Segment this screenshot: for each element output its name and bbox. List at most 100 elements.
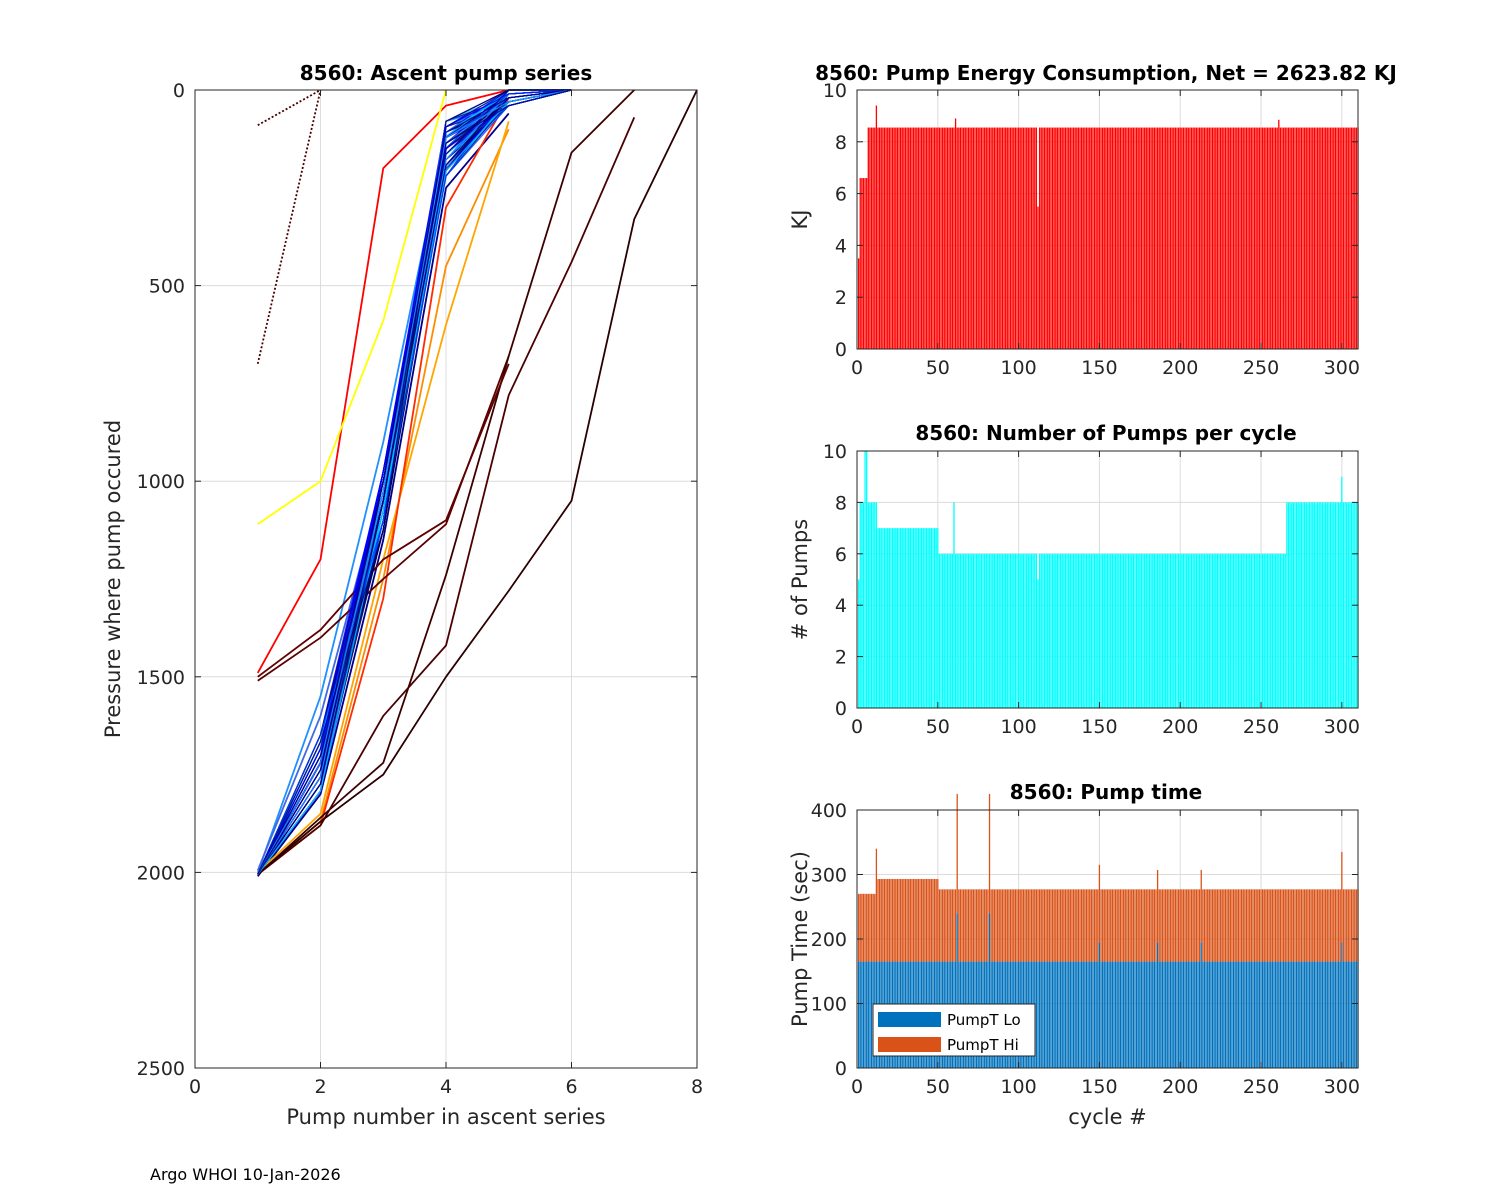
pumps-xtick-label: 250 [1243,716,1279,738]
pumptime-bar-pumpt-lo [1240,961,1243,1068]
pumptime-bar-pumpt-hi [1223,889,1225,962]
pumptime-bar-pumpt-hi [862,893,865,962]
pumptime-bar-pumpt-hi [1050,889,1052,962]
pumptime-bar-pumpt-lo [1313,961,1316,1068]
energy-bar [1236,127,1238,350]
pumps-bar [1329,502,1332,708]
energy-bar [1211,127,1214,350]
pumptime-bar-pumpt-hi [1098,864,1101,943]
pumptime-bar-pumpt-lo [1273,961,1275,1068]
pumps-bar [1326,502,1328,708]
pumps-bar [1313,502,1316,708]
pumptime-bar-pumpt-lo [859,961,861,1068]
energy-bar [984,127,986,350]
pumptime-bar-pumpt-lo [1131,961,1133,1068]
pumptime-bar-pumpt-hi [1013,889,1015,962]
pumptime-bar-pumpt-hi [1253,889,1256,962]
pumptime-bar-pumpt-hi [1108,889,1110,962]
pumptime-bar-pumpt-hi [1069,889,1071,962]
pumps-bar [891,528,894,708]
pumptime-bar-pumpt-lo [1144,961,1146,1068]
pumps-bar [1147,553,1149,708]
pumps-bar [1051,553,1054,708]
pumptime-bar-pumpt-lo [1284,961,1286,1068]
energy-bar [1223,127,1225,350]
pumps-bar [914,528,916,708]
pumptime-bar-pumpt-hi [1140,889,1143,962]
energy-bar [961,127,963,350]
ascent-series-fan [256,89,698,877]
pumps-bar [1003,553,1005,708]
pumptime-bar-pumpt-lo [1124,961,1126,1068]
pumptime-bar-pumpt-hi [1019,889,1021,962]
energy-bar [1152,127,1154,350]
pumps-bar [1299,502,1301,708]
pumptime-bar-pumpt-hi [1161,889,1164,962]
energy-bar [1232,127,1235,350]
pumps-bar [1195,553,1198,708]
energy-bar [1323,127,1325,350]
pumptime-bar-pumpt-lo [1346,961,1348,1068]
pumptime-bar-pumpt-hi [1032,889,1034,962]
ascent-frame: 0 2 4 6 8 0 500 1000 1500 2000 2500 8560: Ascent pu… [101,61,703,1129]
pumps-bar [901,528,903,708]
pumps-bar [882,528,884,708]
pumptime-bar-pumpt-lo [1114,961,1117,1068]
energy-bar [1106,127,1109,350]
pumptime-bar-pumpt-lo [1061,961,1063,1068]
pumptime-bar-pumpt-lo [1236,961,1238,1068]
pumptime-bar-pumpt-lo [1271,961,1273,1068]
pumptime-bar-pumpt-hi [980,889,983,962]
pumps-bar [1278,553,1280,708]
energy-bar [1089,127,1091,350]
pumptime-bar-pumpt-hi [870,893,873,962]
pumptime-bar-pumpt-lo [1127,961,1130,1068]
energy-bar [940,127,942,350]
pumps-bar [1341,476,1343,708]
pumptime-bar-pumpt-hi [1315,889,1317,962]
pumptime-bar-pumpt-hi [1318,889,1320,962]
ascent-ytick-label: 500 [149,276,185,298]
energy-bar [1224,127,1227,350]
pumptime-bar-pumpt-lo [1150,961,1152,1068]
pumps-bar [975,553,978,708]
pumps-bar [1050,553,1052,708]
pumptime-legend: PumpT Lo PumpT Hi [872,1003,1036,1057]
energy-bar [1042,127,1044,350]
pumptime-bar-pumpt-hi [974,889,976,962]
energy-bar [1294,127,1296,350]
pumptime-bar-pumpt-hi [1011,889,1013,962]
pumptime-bar-pumpt-lo [1331,961,1333,1068]
pumptime-bar-pumpt-hi [967,889,970,962]
pumps-bar [1255,553,1257,708]
pumptime-bar-pumpt-hi [1102,889,1104,962]
pumptime-bar-pumpt-hi [1089,889,1091,962]
pumptime-bar-pumpt-hi [1080,889,1083,962]
pumptime-bar-pumpt-hi [857,893,860,962]
pumptime-bar-pumpt-hi [1218,889,1220,962]
pumptime-bar-pumpt-hi [1076,889,1078,962]
pumptime-bar-pumpt-hi [1059,889,1062,962]
pumptime-bar-pumpt-lo [1268,961,1270,1068]
pumptime-bar-pumpt-hi [1071,889,1073,962]
pumptime-bar-pumpt-lo [1194,961,1196,1068]
energy-bar [1270,127,1272,350]
pumptime-bar-pumpt-lo [1139,961,1141,1068]
pumps-xtick-label: 100 [1000,716,1036,738]
energy-bar [1030,127,1033,350]
pumps-bar [1040,553,1042,708]
pumps-bar [1095,553,1097,708]
pumptime-bar-pumpt-lo [1305,961,1307,1068]
energy-bar [899,127,902,350]
pumptime-bar-pumpt-hi [1029,889,1031,962]
pumps-bar [1194,553,1196,708]
energy-bar [916,127,918,350]
pumptime-bar-pumpt-lo [1186,961,1188,1068]
energy-bar [1105,127,1107,350]
energy-bar [1124,127,1126,350]
pumptime-bar-pumpt-hi [1263,889,1265,962]
ascent-title: 8560: Ascent pump series [300,61,593,85]
pumptime-bar-pumpt-lo [1265,961,1267,1068]
pumptime-bar-pumpt-hi [922,879,924,962]
pumps-bar [992,553,994,708]
